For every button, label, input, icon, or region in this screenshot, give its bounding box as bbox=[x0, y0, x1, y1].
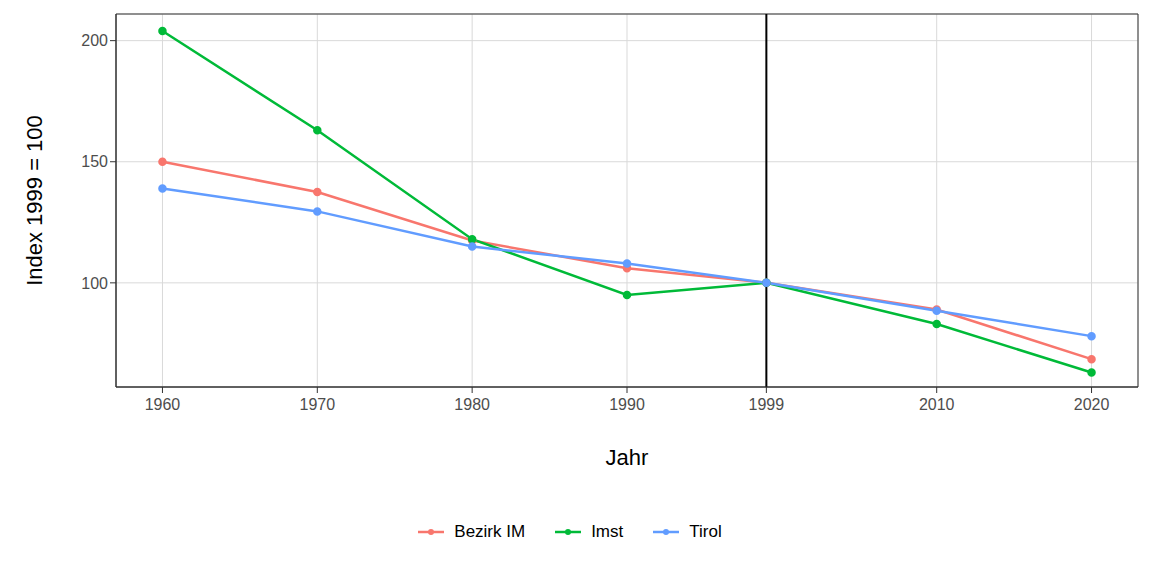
svg-text:100: 100 bbox=[81, 275, 108, 292]
svg-text:Jahr: Jahr bbox=[606, 445, 649, 470]
svg-text:150: 150 bbox=[81, 153, 108, 170]
html-text:Bezirk IM: Bezirk IM bbox=[454, 522, 526, 541]
svg-text:2020: 2020 bbox=[1074, 396, 1110, 413]
svg-text:Index 1999 = 100: Index 1999 = 100 bbox=[22, 115, 47, 286]
svg-text:1970: 1970 bbox=[300, 396, 336, 413]
html-text:Tirol: Tirol bbox=[689, 522, 722, 541]
svg-text:2010: 2010 bbox=[919, 396, 955, 413]
svg-text:1960: 1960 bbox=[145, 396, 181, 413]
svg-text:1999: 1999 bbox=[749, 396, 785, 413]
svg-text:200: 200 bbox=[81, 32, 108, 49]
svg-text:1990: 1990 bbox=[609, 396, 645, 413]
svg-text:1980: 1980 bbox=[454, 396, 490, 413]
html-text:Imst: Imst bbox=[591, 522, 624, 541]
